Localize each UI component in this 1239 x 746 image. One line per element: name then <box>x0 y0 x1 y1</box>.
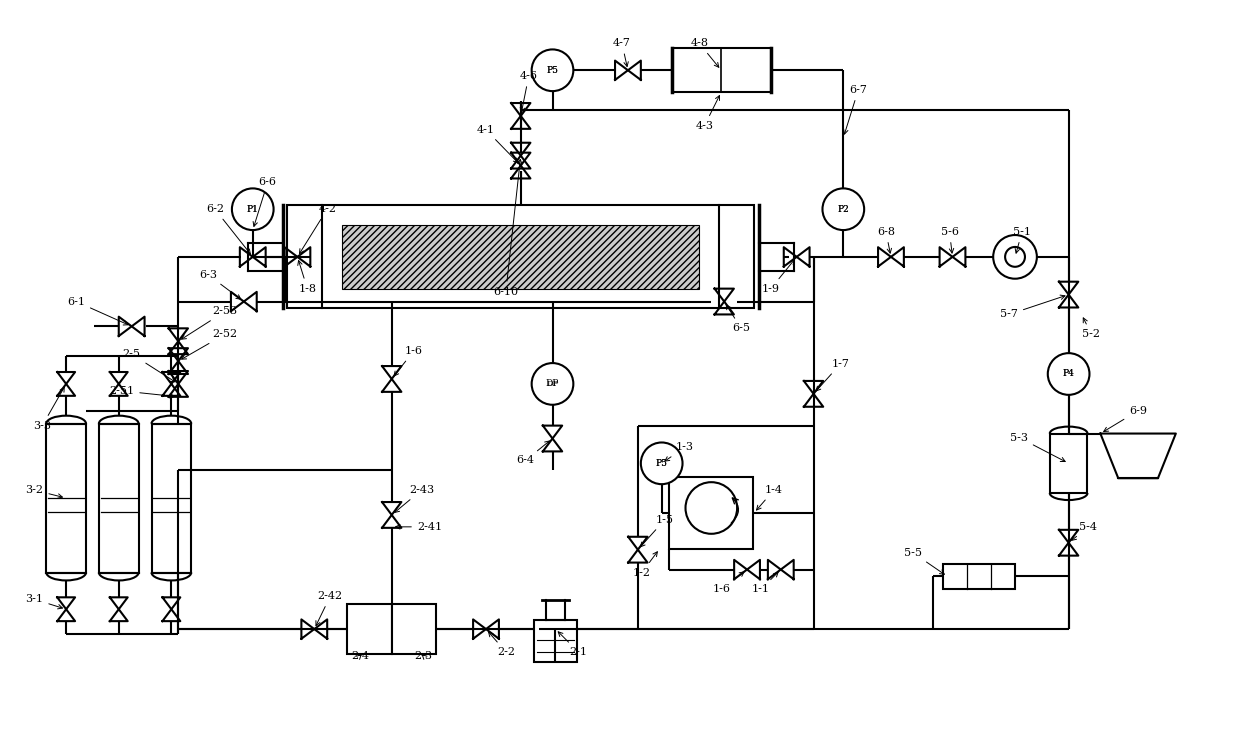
Text: 1-3: 1-3 <box>665 442 694 461</box>
Text: 6-4: 6-4 <box>517 441 550 466</box>
Text: 6-1: 6-1 <box>67 297 128 325</box>
Text: P2: P2 <box>838 204 849 213</box>
Circle shape <box>994 235 1037 279</box>
Text: 2-3: 2-3 <box>415 651 432 661</box>
Text: P1: P1 <box>247 204 259 213</box>
Text: DP: DP <box>546 380 559 389</box>
Bar <box>46 424 85 572</box>
Circle shape <box>1048 353 1089 395</box>
Text: 1-5: 1-5 <box>641 515 674 547</box>
Text: 5-5: 5-5 <box>903 548 944 574</box>
Text: 6-3: 6-3 <box>199 270 240 299</box>
Text: P4: P4 <box>1063 369 1074 378</box>
Text: 4-8: 4-8 <box>690 39 719 67</box>
Text: 2-52: 2-52 <box>182 329 238 359</box>
Bar <box>1049 433 1088 493</box>
Bar <box>534 620 577 662</box>
Text: 3-2: 3-2 <box>25 485 62 498</box>
Text: 6-10: 6-10 <box>493 160 522 297</box>
Text: 4-6: 4-6 <box>519 71 538 112</box>
Bar <box>943 563 1015 589</box>
Text: 1-8: 1-8 <box>297 260 316 294</box>
Text: DP: DP <box>546 380 559 388</box>
Text: 1-6: 1-6 <box>394 346 422 376</box>
Text: 6-6: 6-6 <box>253 178 276 226</box>
Text: 5-7: 5-7 <box>1000 295 1066 319</box>
Text: 1-7: 1-7 <box>817 359 849 391</box>
Text: P5: P5 <box>655 459 668 468</box>
Text: P4: P4 <box>1063 369 1074 378</box>
Text: 6-5: 6-5 <box>726 305 750 333</box>
Bar <box>342 225 699 289</box>
Bar <box>347 604 392 654</box>
Text: 1-4: 1-4 <box>757 485 783 510</box>
Text: 2-5: 2-5 <box>123 349 175 382</box>
Text: 4-1: 4-1 <box>477 125 518 163</box>
Text: 5-2: 5-2 <box>1083 318 1100 339</box>
Text: 6-7: 6-7 <box>844 85 867 134</box>
Circle shape <box>532 363 574 405</box>
Text: P1: P1 <box>247 204 259 213</box>
Text: 6-2: 6-2 <box>206 204 250 254</box>
Text: 2-2: 2-2 <box>488 632 515 657</box>
Text: 4-3: 4-3 <box>695 95 720 131</box>
Text: 6-8: 6-8 <box>877 227 895 253</box>
Circle shape <box>641 442 683 484</box>
Text: 5-4: 5-4 <box>1072 522 1098 540</box>
Text: 4-2: 4-2 <box>300 204 336 254</box>
Text: 2-41: 2-41 <box>395 522 442 532</box>
Circle shape <box>823 189 864 230</box>
Bar <box>672 48 771 92</box>
Text: 1-6: 1-6 <box>712 572 743 595</box>
Text: 6-9: 6-9 <box>1104 406 1147 431</box>
Bar <box>99 424 139 572</box>
Text: P2: P2 <box>838 204 849 213</box>
Bar <box>287 205 755 309</box>
Circle shape <box>232 189 274 230</box>
Text: P5: P5 <box>546 66 559 75</box>
Text: 2-1: 2-1 <box>559 632 587 657</box>
Text: 2-43: 2-43 <box>395 485 434 513</box>
Text: 2-53: 2-53 <box>182 307 238 339</box>
Text: 1-2: 1-2 <box>633 552 658 577</box>
Bar <box>392 604 436 654</box>
Bar <box>669 477 753 548</box>
Text: 1-9: 1-9 <box>762 260 794 294</box>
Text: 2-4: 2-4 <box>351 651 369 661</box>
Circle shape <box>532 49 574 91</box>
Text: 1-1: 1-1 <box>752 572 778 595</box>
Text: 5-6: 5-6 <box>940 227 959 253</box>
Text: 2-42: 2-42 <box>316 592 343 626</box>
Text: 3-3: 3-3 <box>33 387 64 430</box>
Text: 5-1: 5-1 <box>1014 227 1031 253</box>
Text: 4-7: 4-7 <box>613 39 631 66</box>
Text: P5: P5 <box>655 459 668 468</box>
Text: P5: P5 <box>546 66 559 75</box>
Text: 5-3: 5-3 <box>1010 433 1066 462</box>
Text: 3-1: 3-1 <box>25 595 62 609</box>
Text: 2-51: 2-51 <box>109 386 175 398</box>
Bar <box>151 424 191 572</box>
